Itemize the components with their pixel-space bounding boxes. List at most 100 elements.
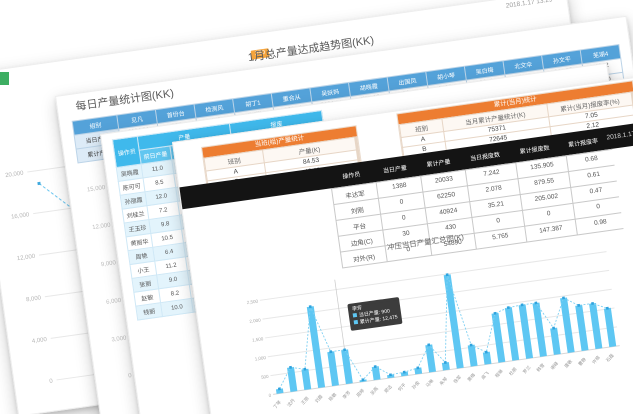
bar[interactable] [327,351,339,387]
line-marker [329,350,333,354]
x-tick-label: 周婷 [355,387,367,399]
y-tick-label: 1,500 [252,336,264,343]
series-marker-icon [353,319,359,325]
bar[interactable] [603,307,617,348]
x-tick-label: 高飞 [480,369,492,381]
x-tick-label: 徐军 [452,373,464,385]
line-marker [484,350,488,354]
line-marker [427,343,431,347]
y-tick-label: 0 [49,378,54,384]
column-header: 当日报废数 [469,152,501,163]
x-tick-label: 王丽 [300,395,311,406]
line-marker [277,387,281,391]
bar[interactable] [532,302,547,357]
y-tick-label: 15,000 [87,185,107,194]
bar-chart-svg: 0 500 1,000 1,500 2,000 2,500 丁琴 沈丹 王丽 刘霞 陈敏 李芳 周婷 吴燕… [246,251,620,410]
y-tick-label: 2,000 [249,317,261,324]
x-tick-label: 马琳 [424,377,436,389]
bar[interactable] [400,371,409,377]
operator-name: 钱丽 [135,302,163,321]
x-tick-label: 杜鹃 [507,365,519,377]
bar[interactable] [387,374,395,379]
x-tick-label: 李芳 [341,389,353,401]
column-header: 累计报废率 [567,138,599,149]
x-tick-label: 黄梅 [466,371,478,383]
bar[interactable] [306,306,326,389]
line-marker [37,181,41,186]
bar[interactable] [425,344,437,373]
line-marker [343,348,347,352]
bar[interactable] [443,274,464,369]
x-tick-label: 许晴 [590,354,602,366]
bar[interactable] [414,367,423,375]
line-marker [373,365,377,369]
line-marker [445,273,449,277]
x-tick-label: 韩雪 [535,362,547,374]
table-cell: 10.0 [160,298,194,317]
line-marker [605,306,609,310]
column-header: 累计报废数 [519,145,550,156]
bar[interactable] [560,297,575,353]
y-tick-label: 2,500 [246,299,258,306]
bar[interactable] [550,327,561,355]
bar[interactable] [491,312,506,363]
bar[interactable] [341,349,353,385]
bar[interactable] [504,307,520,361]
y-tick-label: 6,000 [106,298,122,306]
x-tick-label: 沈丹 [285,397,297,409]
gridline [270,326,618,377]
x-tick-label: 刘霞 [313,393,325,405]
line-marker [520,303,524,307]
x-tick-label: 曹静 [577,356,589,368]
y-tick-label: 1,000 [254,355,266,362]
y-tick-label: 16,000 [11,212,31,221]
corner-header: 操作员 [112,136,142,168]
line-marker [416,366,420,370]
x-tick-label: 陈敏 [327,391,339,403]
line-marker [534,301,538,305]
bar[interactable] [467,344,478,367]
y-tick-label: 20,000 [5,170,25,179]
y-tick-label: 12,000 [17,254,37,263]
x-tick-label: 石磊 [605,353,616,364]
bar[interactable] [518,304,534,359]
gridline [262,269,610,320]
line-marker [577,303,581,307]
x-tick-label: 程琳 [493,367,505,379]
column-header: 操作员 [342,171,361,181]
x-tick-label: 何平 [396,381,408,393]
line-marker [308,305,312,309]
timestamp: 2018.1.17 17:21 [606,128,633,142]
daily-summary-chart[interactable]: 0 500 1,000 1,500 2,000 2,500 丁琴 沈丹 王丽 刘霞 陈敏 李芳 周婷 吴燕… [242,223,631,414]
bar[interactable] [287,366,298,392]
column-header: 累计产量 [426,158,451,169]
x-tick-label: 朱琴 [438,375,450,387]
y-tick-label: 8,000 [26,295,42,303]
series-marker-icon [352,312,358,318]
gridline [267,307,615,358]
line-marker [506,306,510,310]
green-corner-tab[interactable] [0,72,9,85]
y-tick-label: 500 [261,374,270,380]
bar[interactable] [275,388,284,394]
gridline [265,288,612,339]
x-tick-label: 丁琴 [272,399,283,410]
bar[interactable] [441,362,450,371]
x-tick-label: 吴燕 [369,385,381,397]
bar[interactable] [575,304,589,352]
bar[interactable] [482,351,492,365]
bar[interactable] [371,366,381,381]
line-marker [591,301,595,305]
line-marker [443,361,447,364]
x-tick-label: 孙俊 [410,379,422,391]
y-tick-label: 4,000 [32,337,48,345]
bar[interactable] [301,368,312,391]
y-tick-label: 0 [128,373,133,379]
line-marker [389,373,392,377]
gridline [259,251,607,301]
bar[interactable] [589,302,603,350]
line-marker [562,296,565,300]
timestamp: 2018.1.17 13:29 [505,0,553,10]
